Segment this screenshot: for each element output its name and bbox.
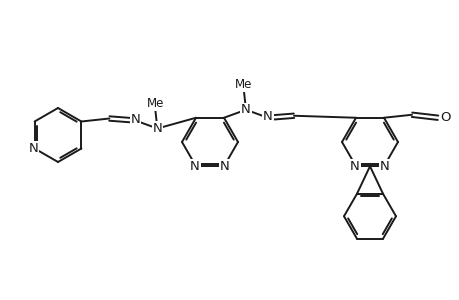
Text: N: N xyxy=(241,103,250,116)
Text: N: N xyxy=(379,160,389,173)
Text: N: N xyxy=(130,113,140,126)
Text: N: N xyxy=(263,110,272,123)
Text: N: N xyxy=(349,160,359,173)
Text: Me: Me xyxy=(235,78,252,91)
Text: Me: Me xyxy=(146,97,164,110)
Text: N: N xyxy=(152,122,162,135)
Text: N: N xyxy=(220,160,230,173)
Text: O: O xyxy=(440,111,450,124)
Text: N: N xyxy=(28,142,39,155)
Text: N: N xyxy=(190,160,200,173)
